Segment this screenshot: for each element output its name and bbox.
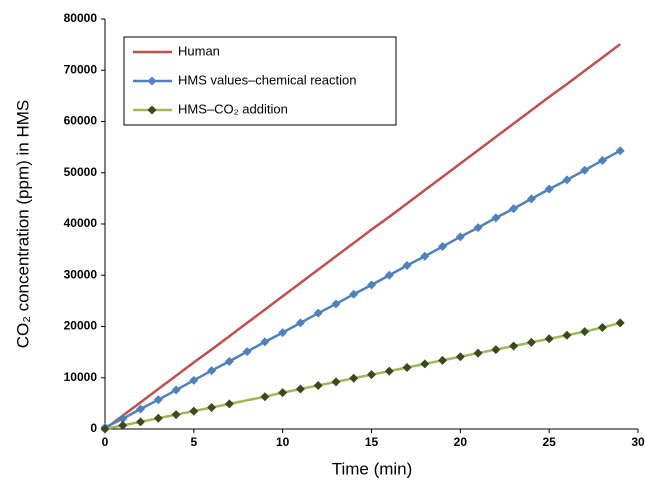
data-point: [207, 402, 217, 412]
data-point: [136, 404, 146, 414]
data-point: [260, 337, 270, 347]
data-point: [189, 375, 199, 385]
data-point: [438, 355, 448, 365]
data-point: [473, 223, 483, 233]
data-point: [597, 323, 607, 333]
y-tick-label: 70000: [64, 62, 98, 76]
data-point: [438, 242, 448, 252]
data-point: [189, 406, 199, 416]
legend-label: Human: [178, 43, 220, 58]
y-tick-label: 80000: [64, 11, 98, 25]
data-point: [509, 204, 519, 214]
series-line: [104, 149, 621, 429]
data-point: [544, 334, 554, 344]
legend: Human HMS values–chemical reaction HMS–CO₂…: [123, 36, 397, 126]
y-tick-label: 40000: [64, 216, 98, 230]
data-point: [153, 413, 163, 423]
x-tick-label: 5: [190, 435, 197, 449]
legend-label: HMS–CO₂ addition: [178, 101, 288, 116]
x-axis-label: Time (min): [332, 459, 413, 478]
y-tick-label: 30000: [64, 267, 98, 281]
series-line: [104, 321, 621, 431]
data-point: [171, 385, 181, 395]
data-point: [224, 356, 234, 366]
data-point: [384, 270, 394, 280]
data-point: [224, 399, 234, 409]
legend-label: HMS values–chemical reaction: [178, 72, 356, 87]
data-point: [349, 373, 359, 383]
y-tick-label: 60000: [64, 114, 98, 128]
data-point: [420, 359, 430, 369]
data-point: [580, 327, 590, 337]
data-point: [615, 146, 625, 156]
data-point: [526, 337, 536, 347]
data-point: [260, 392, 270, 402]
data-point: [420, 251, 430, 261]
data-point: [349, 289, 359, 299]
x-tick-label: 25: [542, 435, 556, 449]
data-point: [402, 363, 412, 372]
data-point: [455, 232, 465, 242]
data-point: [491, 345, 501, 355]
data-point: [544, 184, 554, 194]
data-point: [278, 388, 288, 398]
data-point: [384, 366, 394, 376]
data-point: [562, 175, 572, 185]
data-point: [580, 165, 590, 175]
data-point: [367, 280, 376, 290]
data-point: [207, 366, 217, 376]
data-point: [526, 194, 536, 204]
x-tick-label: 20: [454, 435, 468, 449]
data-point: [331, 377, 341, 387]
data-point: [509, 341, 519, 351]
data-point: [473, 348, 483, 358]
data-point: [278, 328, 288, 338]
data-point: [455, 352, 465, 362]
data-point: [295, 318, 305, 328]
data-point: [136, 417, 146, 427]
y-tick-label: 10000: [64, 370, 98, 384]
data-point: [615, 318, 625, 328]
legend-marker: [147, 105, 157, 115]
data-point: [295, 384, 305, 394]
x-tick-label: 15: [365, 435, 379, 449]
y-tick-label: 0: [90, 421, 97, 435]
legend-marker: [147, 76, 157, 86]
data-point: [118, 414, 128, 424]
series-line: [104, 43, 621, 431]
y-tick-label: 20000: [64, 319, 98, 333]
x-tick-label: 10: [276, 435, 290, 449]
data-point: [402, 261, 412, 271]
data-point: [118, 420, 128, 430]
y-tick-label: 50000: [64, 165, 98, 179]
data-point: [562, 330, 572, 340]
data-point: [100, 424, 110, 434]
x-tick-label: 0: [102, 435, 109, 449]
data-point: [331, 299, 341, 309]
data-point: [367, 370, 376, 380]
data-point: [171, 410, 181, 420]
data-point: [242, 347, 252, 357]
y-axis-label: CO₂ concentration (ppm) in HMS: [13, 100, 32, 348]
data-point: [313, 380, 323, 390]
x-tick-label: 30: [631, 435, 645, 449]
data-point: [313, 308, 323, 318]
data-point: [153, 395, 163, 405]
data-point: [597, 155, 607, 165]
data-point: [491, 213, 501, 223]
